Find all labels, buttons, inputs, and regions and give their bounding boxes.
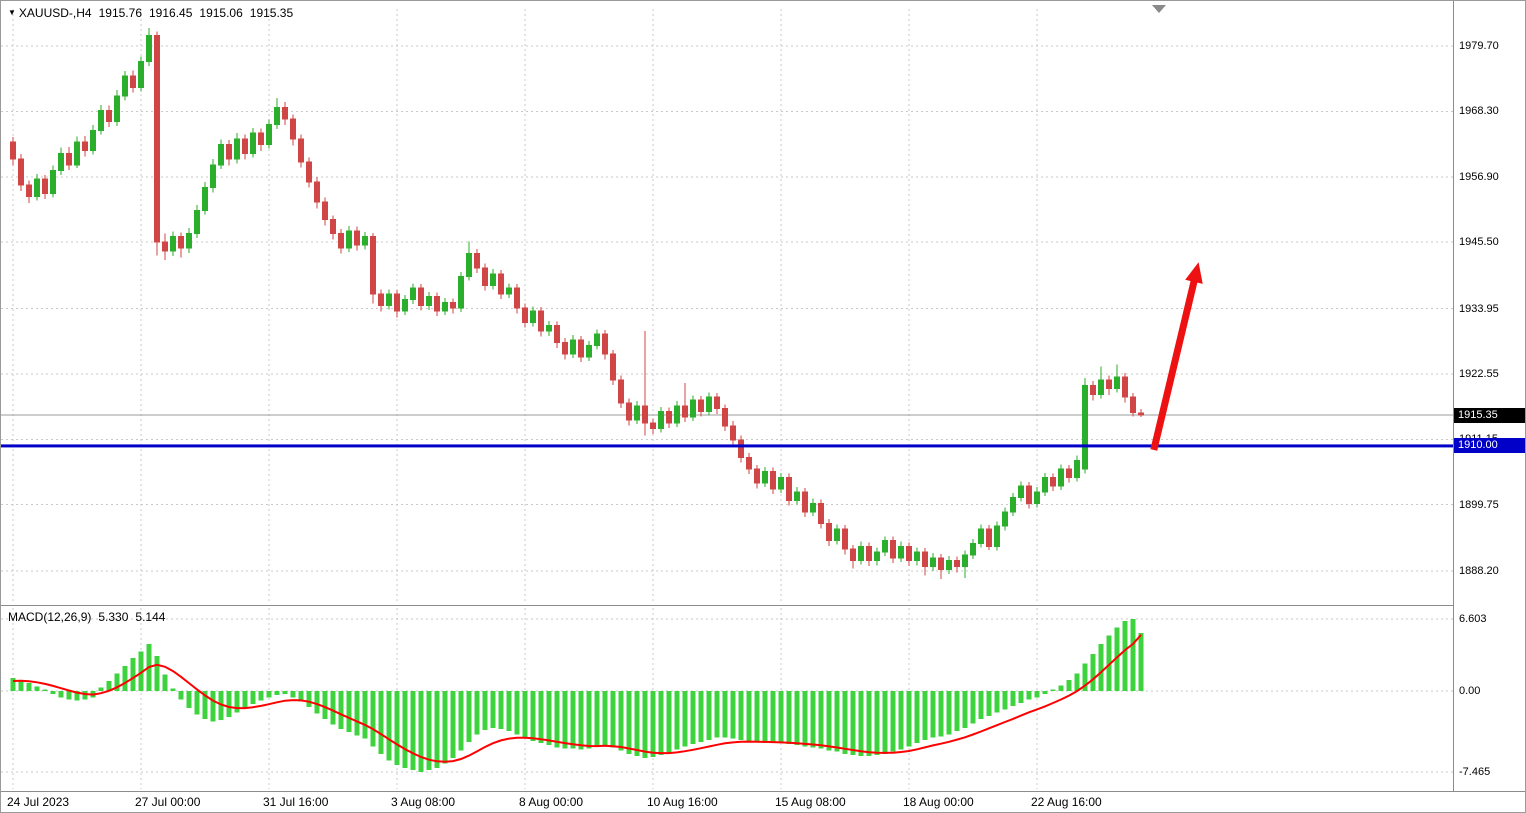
axis-separator: [1453, 1, 1454, 791]
chart-canvas[interactable]: [1, 1, 1453, 791]
open-value: 1915.76: [98, 6, 142, 20]
time-axis-label: 3 Aug 08:00: [391, 795, 456, 809]
macd-histogram: [10, 619, 1144, 772]
candlesticks: [10, 28, 1144, 580]
time-axis-label: 31 Jul 16:00: [263, 795, 329, 809]
symbol-marker-icon: ▼: [8, 8, 16, 17]
time-axis-label: 18 Aug 00:00: [903, 795, 974, 809]
time-axis-label: 10 Aug 16:00: [647, 795, 718, 809]
macd-readout: MACD(12,26,9) 5.330 5.144: [8, 610, 172, 624]
price-axis-label: 1888.20: [1459, 565, 1499, 577]
support-line[interactable]: [1, 444, 1453, 448]
time-axis-label: 22 Aug 16:00: [1031, 795, 1102, 809]
time-axis[interactable]: 24 Jul 2023 27 Jul 00:00 31 Jul 16:00 3 Aug…: [1, 791, 1453, 812]
price-axis-label: 1956.90: [1459, 170, 1499, 183]
close-value: 1915.35: [249, 6, 294, 20]
low-value: 1915.06: [199, 6, 243, 20]
price-axis-label: 1922.55: [1459, 367, 1499, 380]
price-axis[interactable]: 1979.70 1968.30 1956.90 1945.50 1933.95 1922.…: [1456, 1, 1525, 605]
time-axis-label: 8 Aug 00:00: [519, 795, 584, 809]
macd-axis[interactable]: 6.603 0.00 -7.465: [1456, 605, 1525, 791]
high-value: 1916.45: [149, 6, 193, 20]
macd-axis-label: 0.00: [1459, 684, 1481, 697]
symbol-period-label: XAUUSD-,H4: [18, 6, 92, 20]
chart-shift-marker[interactable]: [1152, 5, 1166, 13]
macd-axis-label: -7.465: [1459, 766, 1491, 778]
price-axis-label: 1945.50: [1459, 236, 1499, 249]
macd-axis-label: 6.603: [1459, 613, 1487, 625]
current-price-badge: 1915.35: [1454, 407, 1525, 423]
macd-signal-value: 5.144: [135, 610, 166, 624]
macd-signal-line: [12, 634, 1142, 763]
time-axis-label: 24 Jul 2023: [7, 795, 70, 809]
panel-splitter[interactable]: [1, 605, 1453, 606]
price-axis-label: 1968.30: [1459, 105, 1499, 118]
time-axis-label: 15 Aug 08:00: [775, 795, 846, 809]
symbol-ohlc-readout: ▼ XAUUSD-,H4 1915.76 1916.45 1915.06 1915.35: [8, 6, 300, 20]
price-axis-label: 1933.95: [1459, 302, 1499, 315]
time-axis-label: 27 Jul 00:00: [135, 795, 201, 809]
trend-arrow-annotation[interactable]: [1150, 262, 1203, 451]
price-axis-label: 1979.70: [1459, 40, 1499, 52]
price-axis-label: 1899.75: [1459, 498, 1499, 511]
grid: [1, 9, 1453, 789]
support-price-badge: 1910.00: [1454, 438, 1525, 454]
macd-main-value: 5.330: [98, 610, 129, 624]
time-axis-separator: [1, 791, 1525, 792]
macd-label: MACD(12,26,9): [8, 610, 92, 624]
